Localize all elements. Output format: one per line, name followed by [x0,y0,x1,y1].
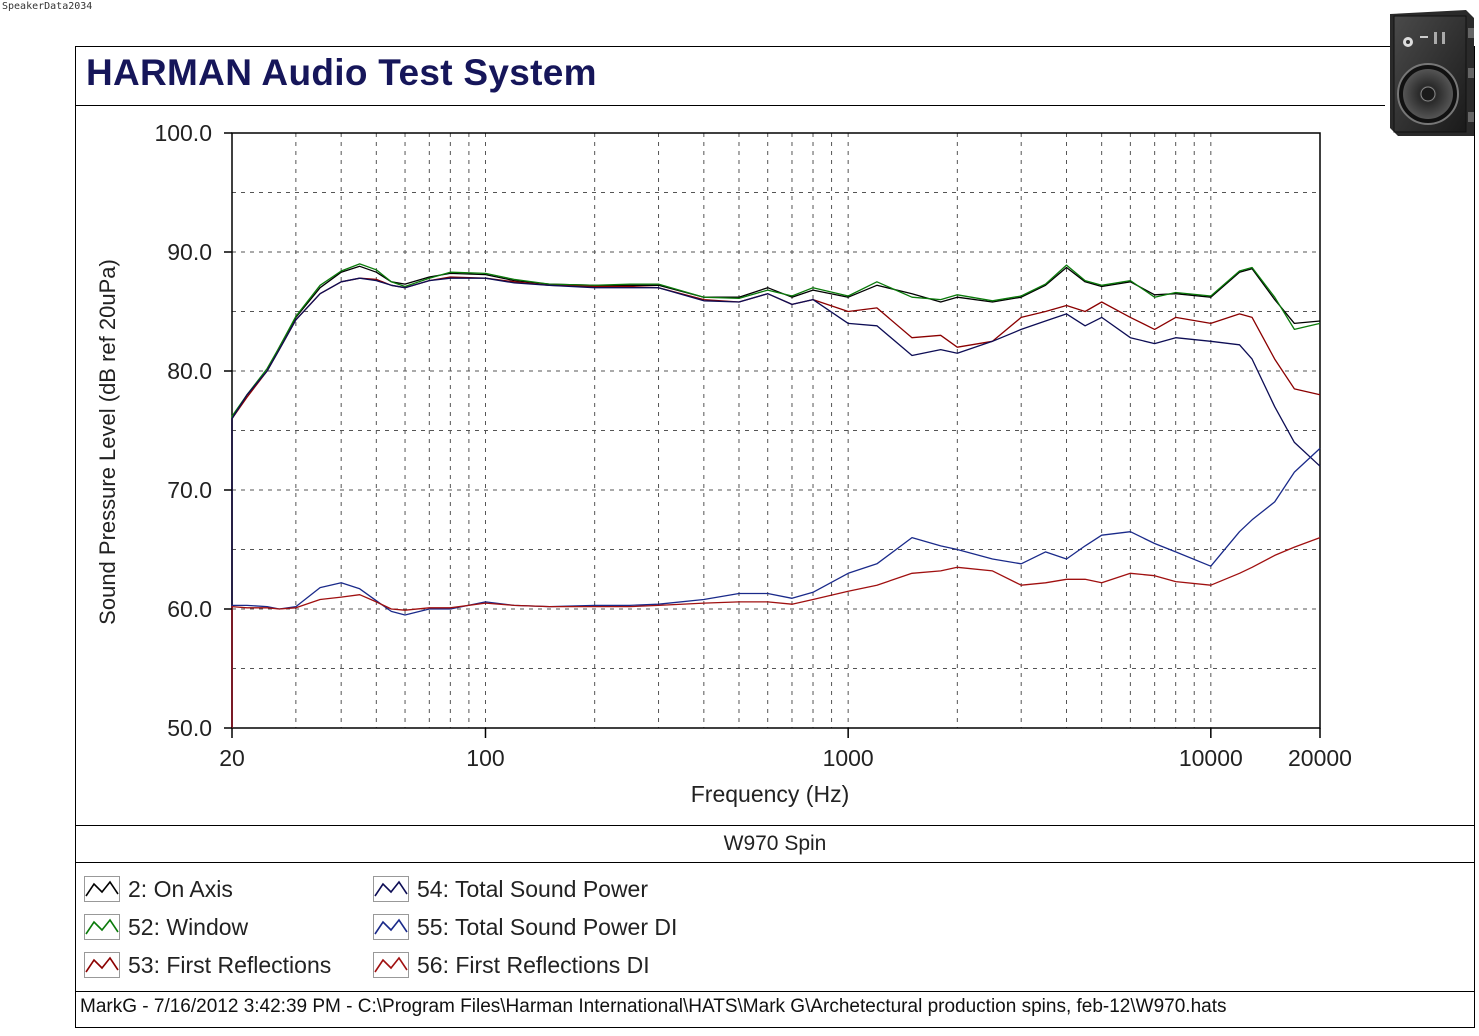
legend-item-total-sound-power-di: 55: Total Sound Power DI [373,912,677,942]
x-tick-label: 100 [466,745,504,771]
y-axis-label: Sound Pressure Level (dB ref 20uPa) [95,259,120,625]
subtitle-divider-top [75,825,1475,826]
series-window [231,263,1321,728]
legend-item-total-sound-power: 54: Total Sound Power [373,874,648,904]
y-tick-label: 80.0 [167,358,212,384]
subtitle-divider-bottom [75,862,1475,863]
legend-swatch-icon [373,914,409,940]
in-wall-speaker-icon [1390,10,1474,136]
watermark: SpeakerData2034 [2,1,93,12]
legend-item-first-reflections: 53: First Reflections [84,950,331,980]
y-axis: 50.0 60.0 70.0 80.0 90.0 100.0 [154,120,232,741]
x-tick-label: 20 [219,745,245,771]
legend-label: 54: Total Sound Power [417,875,649,902]
y-tick-label: 90.0 [167,239,212,265]
legend-item-window: 52: Window [84,912,248,942]
y-tick-label: 60.0 [167,596,212,622]
legend-label: 53: First Reflections [128,951,332,978]
page-title: HARMAN Audio Test System [86,52,597,93]
legend-label: 52: Window [128,913,249,940]
chart-subtitle: W970 Spin [723,832,827,855]
legend-item-on-axis: 2: On Axis [84,874,233,904]
x-axis: 20 100 1000 10000 20000 [219,728,1352,771]
footer-divider [75,991,1475,992]
series-first-reflections [231,276,1321,728]
chart-grid [232,133,1320,728]
legend-item-first-reflections-di: 56: First Reflections DI [373,950,650,980]
series-total-sound-power-di [231,447,1321,728]
x-tick-label: 10000 [1179,745,1243,771]
x-axis-label: Frequency (Hz) [691,781,849,807]
y-tick-label: 70.0 [167,477,212,503]
series-first-reflections-di [231,536,1321,728]
legend-swatch-icon [84,876,120,902]
y-tick-label: 50.0 [167,715,212,741]
title-divider [75,105,1385,106]
file-path-footer: MarkG - 7/16/2012 3:42:39 PM - C:\Progra… [80,996,1227,1017]
y-tick-label: 100.0 [154,120,212,146]
spin-chart: 50.0 60.0 70.0 80.0 90.0 100.0 20 100 1000 10000… [95,120,1352,807]
report-frame [75,46,1475,1028]
legend-label: 2: On Axis [128,875,233,902]
legend-label: 56: First Reflections DI [417,951,650,978]
x-tick-label: 20000 [1288,745,1352,771]
legend-swatch-icon [373,952,409,978]
series-total-sound-power [231,277,1321,728]
series-on-axis [231,265,1321,728]
legend-swatch-icon [373,876,409,902]
series-layer [231,263,1321,728]
x-tick-label: 1000 [823,745,874,771]
legend-label: 55: Total Sound Power DI [417,913,678,940]
legend-swatch-icon [84,914,120,940]
legend-swatch-icon [84,952,120,978]
